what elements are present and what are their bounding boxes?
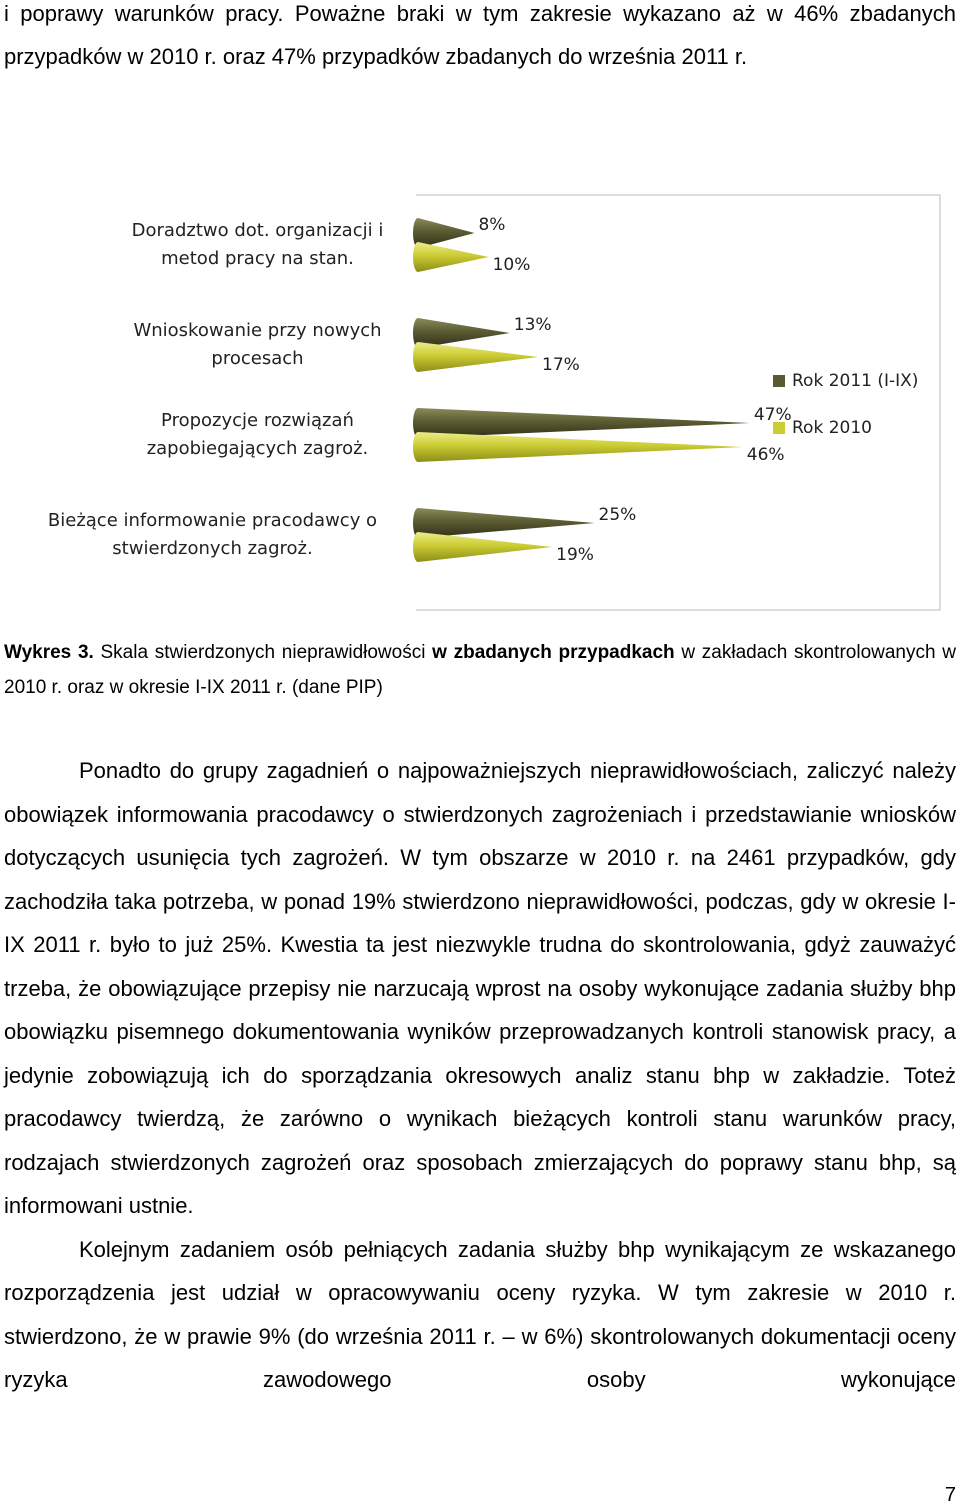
data-label: 19%: [556, 545, 594, 565]
cone-bar: [413, 242, 489, 272]
category-label: Bieżące informowanie pracodawcy o stwier…: [47, 510, 378, 559]
caption-label: Wykres 3.: [4, 642, 94, 663]
data-label: 10%: [492, 255, 531, 275]
category-label: Propozycje rozwiązań zapobiegających zag…: [146, 410, 369, 459]
cone-bar: [413, 408, 750, 438]
cone-bar: [413, 532, 553, 562]
body-text: Ponadto do grupy zagadnień o najpoważnie…: [4, 749, 956, 1402]
legend-label: Rok 2010: [792, 418, 872, 438]
data-label: 47%: [753, 405, 792, 425]
legend-label: Rok 2011 (I-IX): [792, 371, 919, 391]
caption-text: w zakładach skontrolowanych w 2010 r. or…: [4, 642, 956, 698]
data-label: 46%: [746, 445, 785, 465]
page-number: 7: [944, 1484, 956, 1506]
caption-text: w zbadanych przypadkach: [432, 642, 675, 663]
chart-canvas: [413, 194, 941, 611]
legend-swatch: [773, 375, 785, 387]
intro-text: i poprawy warunków pracy. Poważne braki …: [4, 1, 956, 69]
data-label: 17%: [542, 355, 580, 375]
data-label: 25%: [598, 505, 637, 525]
category-label: Wnioskowanie przy nowych procesach: [133, 320, 382, 369]
chart-frame: [416, 194, 941, 611]
legend-swatch: [773, 422, 785, 434]
data-label: 13%: [513, 315, 552, 335]
cone-bar: [413, 508, 595, 538]
cone-bar: [413, 318, 510, 348]
caption-text: Skala stwierdzonych nieprawidłowości: [100, 642, 426, 663]
paragraph: Ponadto do grupy zagadnień o najpoważnie…: [4, 758, 956, 1218]
cone-bar: [413, 342, 539, 372]
paragraph: Kolejnym zadaniem osób pełniących zadani…: [4, 1236, 956, 1393]
figure-caption: Wykres 3. Skala stwierdzonych nieprawidł…: [4, 635, 956, 705]
cone-bar: [413, 218, 475, 248]
data-label: 8%: [478, 215, 506, 235]
category-label: Doradztwo dot. organizacji i metod pracy…: [131, 220, 384, 269]
cone-bar: [413, 432, 743, 462]
chart: Doradztwo dot. organizacji i metod pracy…: [0, 135, 960, 615]
